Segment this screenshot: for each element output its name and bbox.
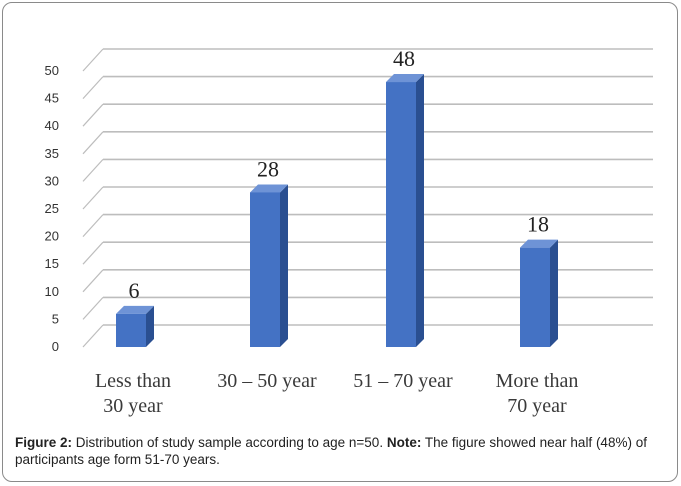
gridline-depth — [82, 324, 104, 348]
y-tick-label: 40 — [45, 118, 59, 133]
gridline-depth — [82, 241, 104, 265]
gridline-depth — [82, 296, 104, 320]
bar-top — [116, 305, 154, 314]
bar — [386, 74, 424, 347]
bar-side — [550, 239, 558, 347]
y-tick-label: 5 — [52, 311, 59, 326]
note-text: The figure showed near half (48%) of par… — [15, 435, 647, 467]
data-label: 6 — [129, 278, 140, 303]
bar-side — [416, 74, 424, 347]
gridline-depth — [82, 48, 104, 72]
x-category-label: 51 – 70 year — [353, 370, 453, 392]
data-label: 28 — [257, 156, 279, 181]
y-tick-label: 15 — [45, 256, 59, 271]
x-category-label: More than 70 year — [496, 370, 579, 417]
bars — [116, 74, 558, 347]
bar-side — [280, 184, 288, 347]
bar — [520, 239, 558, 347]
gridline-depth — [82, 76, 104, 100]
gridline-depth — [82, 131, 104, 155]
figure-caption: Figure 2: Distribution of study sample a… — [15, 434, 665, 468]
note-label: Note: — [386, 435, 422, 450]
data-labels: 6 28 48 18 — [129, 46, 550, 303]
bar-front — [250, 192, 280, 347]
y-axis: 0 5 10 15 20 25 30 35 40 45 50 — [45, 63, 59, 354]
figure-text: Distribution of study sample according t… — [72, 435, 387, 450]
gridline-depth — [82, 186, 104, 210]
y-tick-label: 45 — [45, 91, 59, 106]
bar-top — [250, 184, 288, 193]
bar-front — [116, 313, 146, 347]
bar-top — [386, 74, 424, 83]
figure-label: Figure 2: — [15, 435, 73, 450]
y-tick-label: 10 — [45, 284, 59, 299]
x-category-label: Less than 30 year — [95, 370, 171, 417]
y-tick-label: 0 — [52, 339, 59, 354]
gridline-depth — [82, 158, 104, 182]
x-category-label: 30 – 50 year — [217, 370, 317, 392]
y-tick-label: 30 — [45, 173, 59, 188]
x-axis-categories: Less than 30 year 30 – 50 year 51 – 70 year… — [95, 370, 578, 417]
bar — [116, 305, 154, 347]
data-label: 18 — [527, 212, 549, 237]
bar-top — [520, 239, 558, 248]
y-tick-label: 25 — [45, 201, 59, 216]
y-tick-label: 35 — [45, 146, 59, 161]
y-tick-label: 50 — [45, 63, 59, 78]
bar-side — [146, 305, 154, 347]
gridline-depth — [82, 269, 104, 293]
y-tick-label: 20 — [45, 229, 59, 244]
bar-front — [386, 82, 416, 347]
bar — [250, 184, 288, 347]
bar-front — [520, 247, 550, 347]
data-label: 48 — [393, 46, 415, 71]
gridlines — [82, 48, 653, 348]
bar-chart: 0 5 10 15 20 25 30 35 40 45 50 6 28 48 18 Less than 30… — [45, 46, 653, 417]
gridline-depth — [82, 103, 104, 127]
gridline-depth — [82, 214, 104, 238]
